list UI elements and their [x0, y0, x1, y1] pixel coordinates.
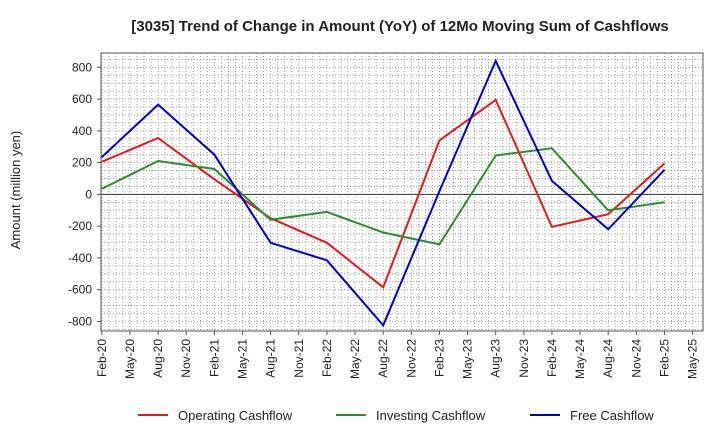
x-tick-label: Feb-23	[432, 339, 446, 377]
x-tick-label: Nov-21	[292, 339, 306, 378]
x-tick-label: Aug-20	[151, 339, 165, 378]
y-tick-label: -600	[68, 283, 92, 297]
x-tick-label: Aug-23	[489, 339, 503, 378]
legend-label: Operating Cashflow	[178, 408, 293, 423]
y-tick-label: -200	[68, 219, 92, 233]
x-tick-label: Nov-24	[629, 339, 643, 378]
x-tick-label: Aug-24	[601, 339, 615, 378]
x-tick-label: Feb-24	[545, 339, 559, 377]
legend-label: Investing Cashflow	[376, 408, 486, 423]
y-tick-label: 800	[72, 60, 92, 74]
y-tick-label: 200	[72, 156, 92, 170]
x-tick-label: Feb-22	[320, 339, 334, 377]
x-tick-label: Feb-25	[657, 339, 671, 377]
x-tick-label: Feb-20	[95, 339, 109, 377]
x-tick-label: Nov-20	[179, 339, 193, 378]
y-axis-label: Amount (million yen)	[8, 131, 23, 250]
x-tick-label: Aug-21	[264, 339, 278, 378]
y-tick-label: 400	[72, 124, 92, 138]
x-tick-label: May-25	[686, 339, 700, 379]
y-tick-label: 0	[85, 187, 92, 201]
x-tick-label: Feb-21	[207, 339, 221, 377]
x-tick-label: May-22	[348, 339, 362, 379]
legend: Operating Cashflow Investing Cashflow Free…	[138, 408, 654, 423]
series-line-free-cashflow	[101, 58, 666, 328]
x-tick-label: May-21	[235, 339, 249, 379]
x-tick-label: May-24	[573, 339, 587, 379]
y-tick-label: -800	[68, 314, 92, 328]
x-tick-label: Nov-22	[404, 339, 418, 378]
y-tick-label: -400	[68, 251, 92, 265]
legend-label: Free Cashflow	[570, 408, 654, 423]
x-tick-label: Nov-23	[517, 339, 531, 378]
plot-frame	[100, 52, 704, 332]
series-line-investing-cashflow	[101, 147, 665, 246]
x-tick-label: Aug-22	[376, 339, 390, 378]
chart-title: [3035] Trend of Change in Amount (YoY) o…	[131, 18, 669, 35]
x-tick-label: May-23	[461, 339, 475, 379]
y-tick-label: 600	[72, 92, 92, 106]
x-tick-label: May-20	[123, 339, 137, 379]
